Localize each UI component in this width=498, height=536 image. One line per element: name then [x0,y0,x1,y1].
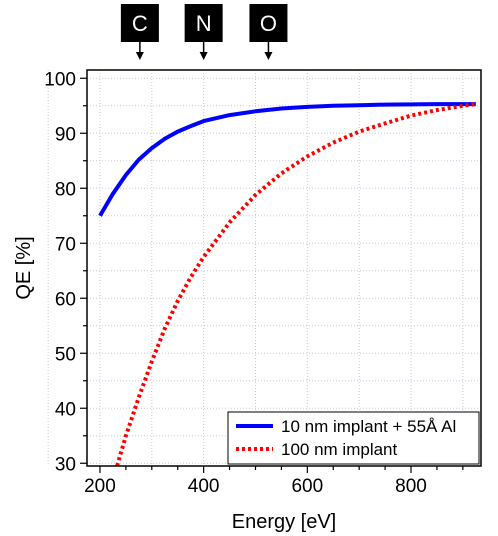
edge-label-text: C [132,11,148,36]
y-tick-label: 50 [55,344,76,365]
y-axis-title: QE [%] [13,236,35,299]
legend-box [227,411,480,465]
edge-marker-n: N [184,4,223,60]
y-tick-label: 40 [55,399,76,420]
y-tick-label: 60 [55,289,76,310]
axis-ticks: 200 400 600 800 30 40 50 60 70 80 90 100 [44,69,464,497]
y-tick-label: 30 [55,454,76,475]
y-tick-label: 80 [55,179,76,200]
edge-arrow-head [135,52,144,60]
y-tick-label: 90 [55,124,76,145]
edge-label-box [249,4,288,42]
edge-label-text: O [260,11,277,36]
edge-marker-c: C [120,4,159,60]
x-tick-label: 600 [291,476,323,497]
y-tick-label: 70 [55,234,76,255]
legend-label-series-2: 100 nm implant [281,440,398,459]
legend: 10 nm implant + 55Å Al 100 nm implant [227,411,480,465]
series-line-2 [115,102,477,467]
grid-lines [47,70,481,466]
edge-marker-o: O [249,4,288,60]
y-tick-label: 100 [44,69,76,90]
plot-frame [86,69,482,467]
x-tick-label: 800 [395,476,427,497]
series-line-1 [98,102,476,217]
edge-label-text: N [196,11,212,36]
edge-arrow-head [264,52,273,60]
legend-label-series-1: 10 nm implant + 55Å Al [281,417,456,436]
x-tick-label: 400 [188,476,220,497]
edge-label-box [184,4,223,42]
edge-arrow-head [199,52,208,60]
x-axis-title: Energy [eV] [232,511,337,533]
x-tick-label: 200 [84,476,116,497]
edge-label-box [120,4,159,42]
series-layer [98,102,477,467]
